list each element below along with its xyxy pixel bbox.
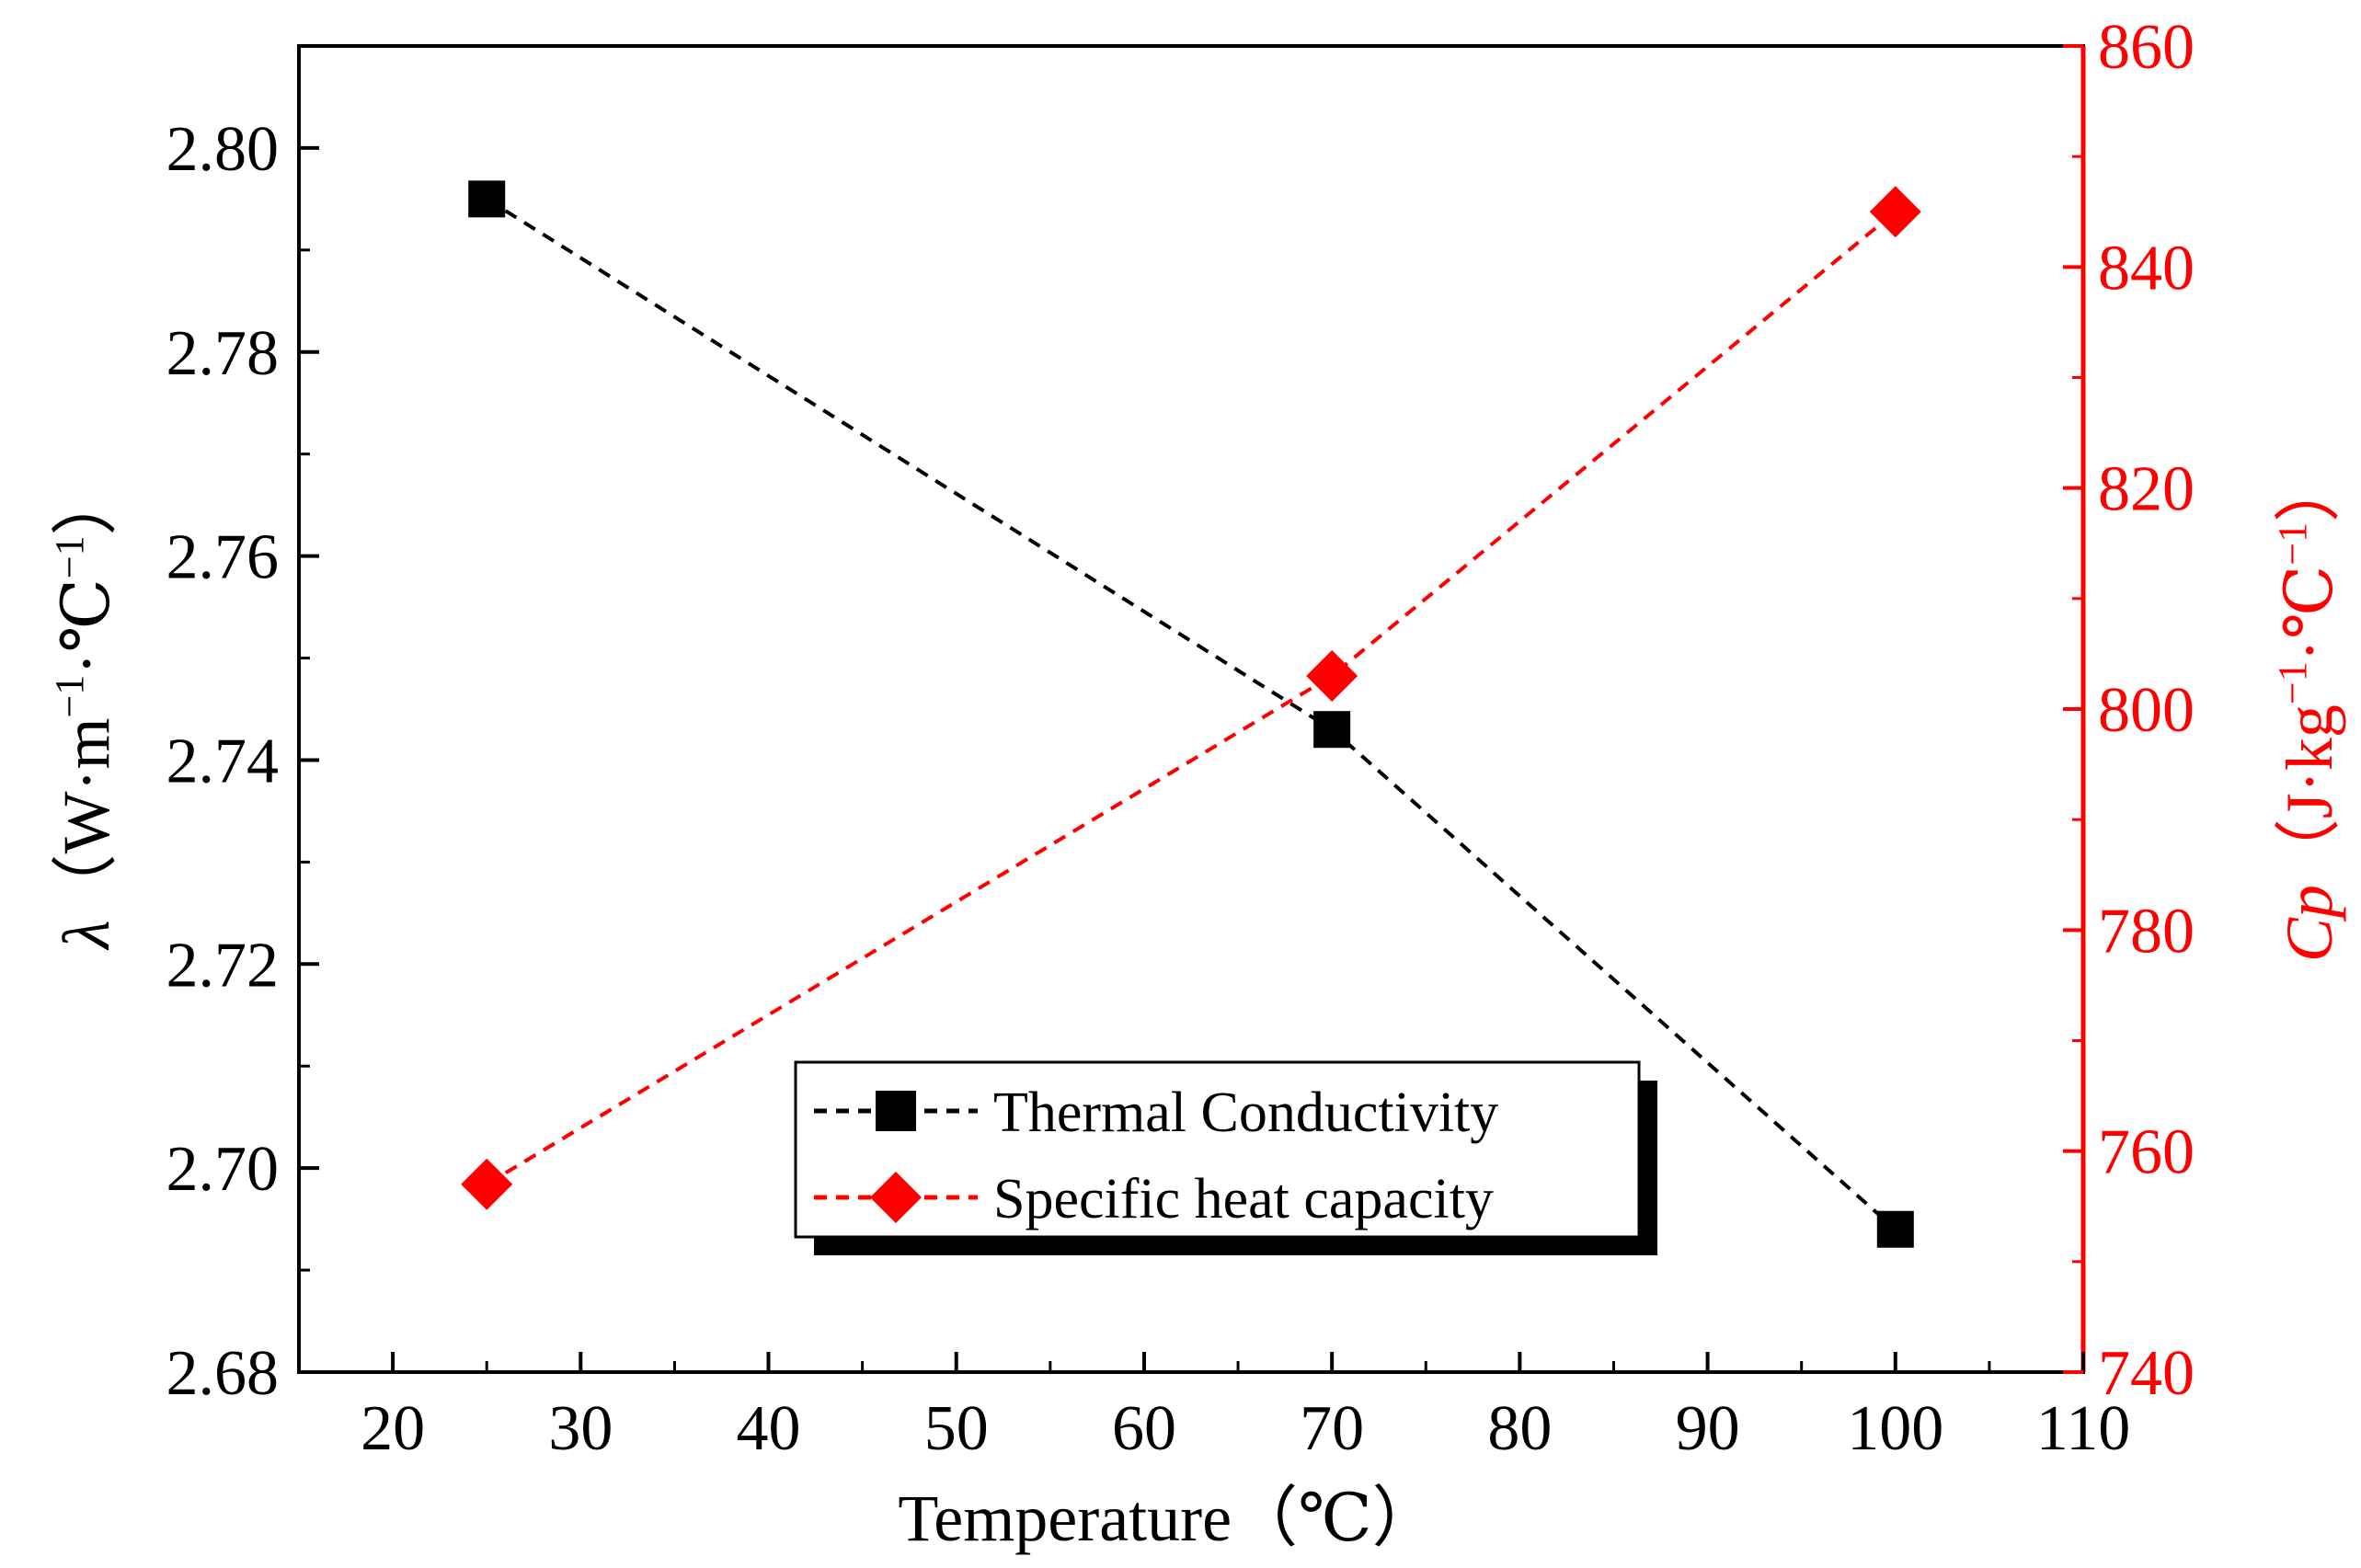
legend: Thermal Conductivity Specific heat capac… — [794, 1060, 1657, 1255]
data-point-thermal-conductivity — [1313, 711, 1351, 749]
right-y-tick-label: 800 — [2098, 675, 2195, 746]
left-y-axis-title: λ（W·m−1·℃−1） — [47, 469, 123, 950]
left-y-tick-label: 2.80 — [166, 114, 280, 185]
x-tick-label: 40 — [737, 1393, 801, 1464]
right-y-axis-title: Cp（J·kg−1·℃−1） — [2270, 456, 2346, 962]
left-y-tick-label: 2.70 — [166, 1134, 280, 1205]
left-y-axis-exp2: −1 — [47, 535, 92, 578]
left-y-axis-symbol: λ — [50, 920, 123, 950]
left-y-axis-exp1: −1 — [47, 675, 92, 718]
x-tick-label: 70 — [1300, 1393, 1364, 1464]
data-point-specific-heat-capacity — [1306, 649, 1358, 702]
legend-marker-thermal-conductivity — [876, 1091, 916, 1131]
right-y-tick-label: 820 — [2098, 454, 2195, 525]
left-y-tick-label: 2.68 — [166, 1338, 280, 1409]
series-line-specific-heat-capacity — [486, 210, 1897, 1186]
data-point-thermal-conductivity — [468, 180, 506, 218]
left-y-axis-ticks: 2.68 2.70 2.72 2.74 2.76 2.78 2.80 — [166, 44, 319, 1409]
left-y-axis-unit-suffix: ） — [50, 469, 123, 535]
left-y-tick-label: 2.78 — [166, 318, 280, 389]
right-y-tick-label: 840 — [2098, 233, 2195, 303]
right-y-axis-exp1: −1 — [2270, 661, 2315, 704]
x-axis-title: Temperature（℃） — [898, 1482, 1438, 1555]
x-tick-label: 90 — [1676, 1393, 1740, 1464]
x-tick-label: 60 — [1112, 1393, 1176, 1464]
series-layer — [461, 180, 1921, 1248]
right-y-tick-label: 780 — [2098, 896, 2195, 967]
right-y-axis-unit-mid: ·℃ — [2273, 566, 2346, 662]
right-y-axis-ticks: 740 760 780 800 820 840 860 — [2063, 12, 2195, 1409]
left-y-tick-label: 2.74 — [166, 726, 280, 796]
right-y-axis-exp2: −1 — [2270, 522, 2315, 566]
legend-box — [794, 1060, 1641, 1239]
right-y-axis-symbol: Cp — [2273, 885, 2346, 962]
x-tick-label: 30 — [548, 1393, 613, 1464]
right-y-tick-label: 760 — [2098, 1117, 2195, 1188]
legend-label-thermal-conductivity: Thermal Conductivity — [993, 1082, 1498, 1144]
left-y-axis-unit-mid: ·℃ — [50, 578, 123, 675]
x-tick-label: 20 — [361, 1393, 425, 1464]
legend-marker-specific-heat-capacity — [870, 1172, 922, 1223]
right-y-tick-label: 740 — [2098, 1338, 2195, 1409]
data-point-specific-heat-capacity — [461, 1158, 513, 1210]
left-y-tick-label: 2.76 — [166, 522, 280, 593]
data-point-thermal-conductivity — [1876, 1210, 1914, 1248]
right-y-axis-unit-prefix: （J·kg — [2273, 704, 2346, 885]
x-tick-label: 50 — [924, 1393, 989, 1464]
left-y-axis-unit-prefix: （W·m — [50, 718, 123, 921]
x-tick-label: 100 — [1847, 1393, 1943, 1464]
x-tick-label: 110 — [2036, 1393, 2130, 1464]
data-point-specific-heat-capacity — [1869, 186, 1921, 238]
x-axis-ticks: 20 30 40 50 60 70 80 90 100 110 — [361, 1352, 2130, 1464]
x-tick-label: 80 — [1487, 1393, 1552, 1464]
right-y-axis-unit-suffix: ） — [2273, 456, 2346, 522]
left-y-tick-label: 2.72 — [166, 930, 280, 1001]
legend-label-specific-heat-capacity: Specific heat capacity — [993, 1168, 1494, 1230]
right-y-tick-label: 860 — [2098, 12, 2195, 83]
